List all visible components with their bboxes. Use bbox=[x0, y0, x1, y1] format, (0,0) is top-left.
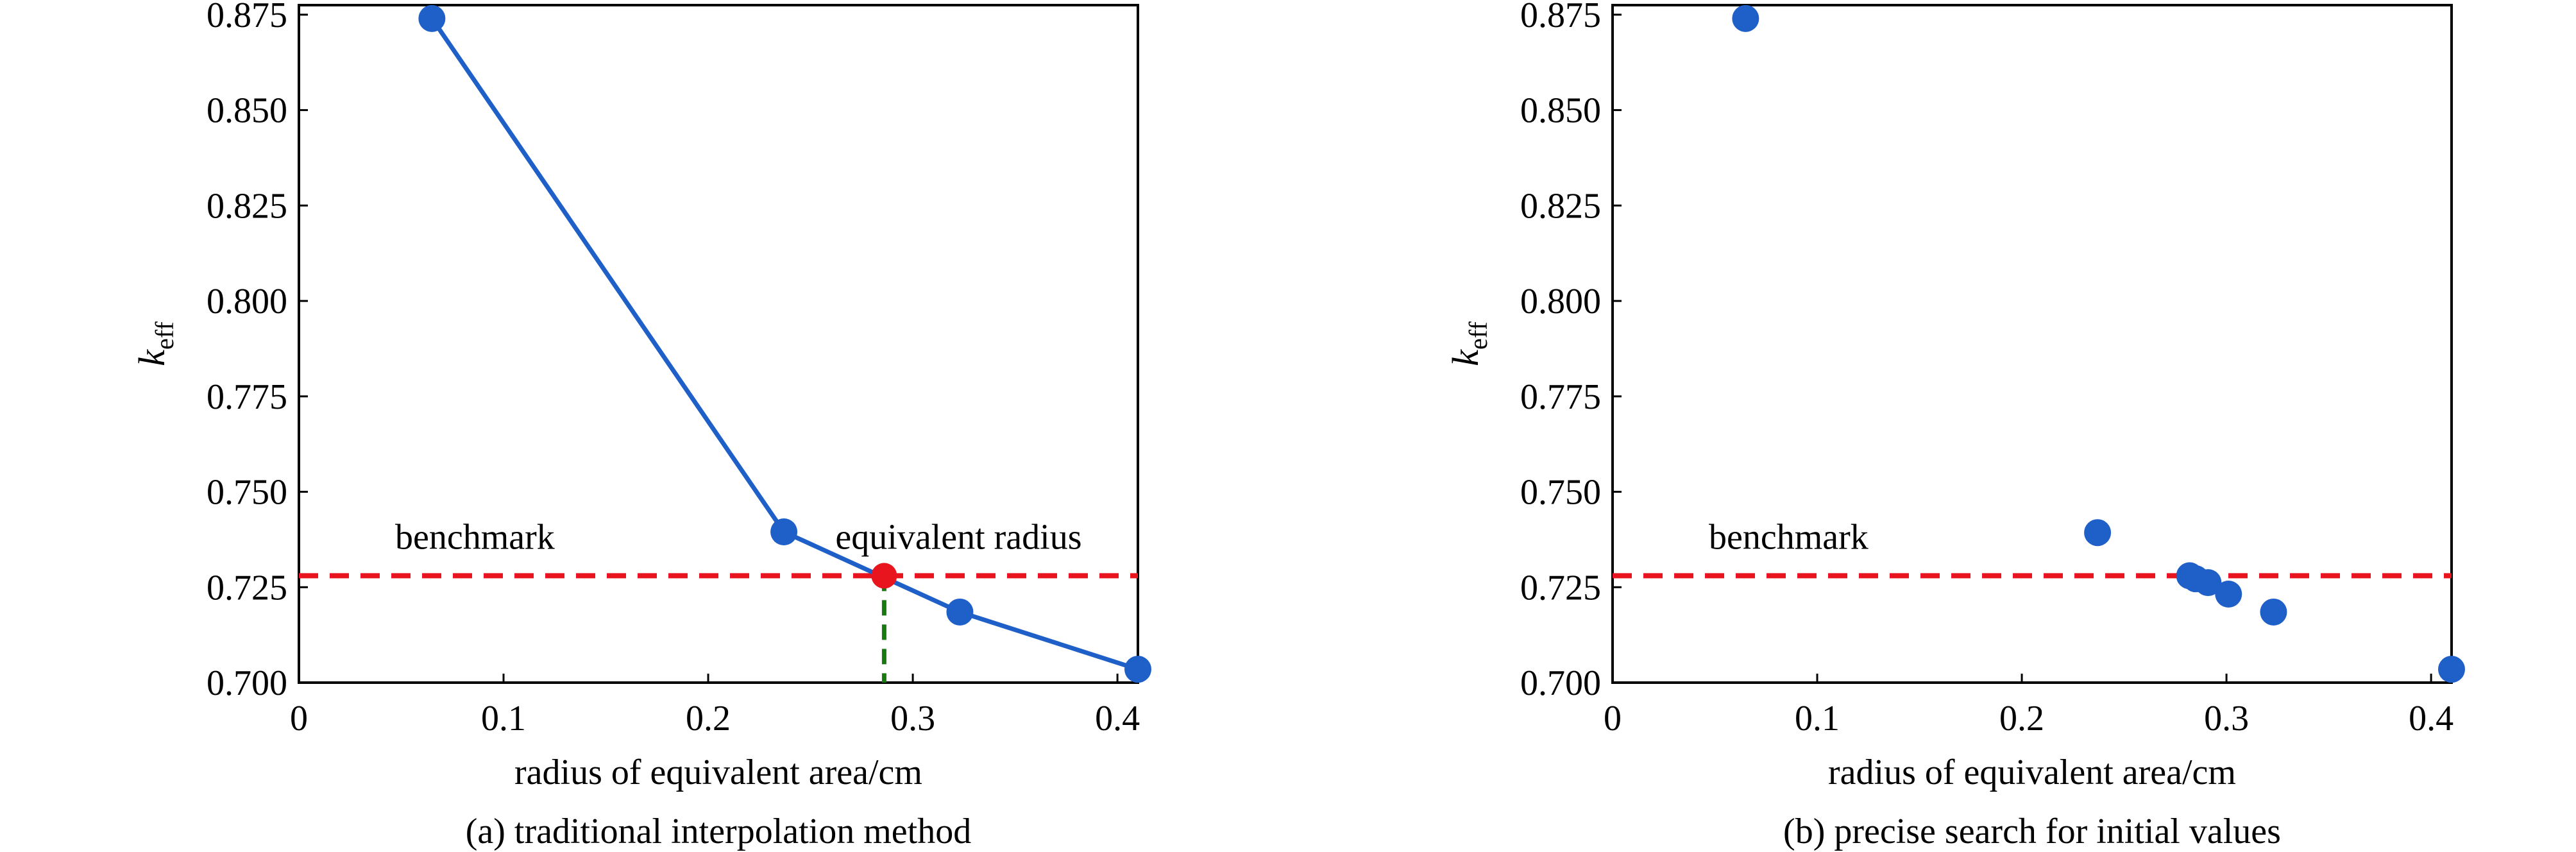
x-tick-label: 0 bbox=[290, 699, 308, 738]
y-tick-label: 0.700 bbox=[1520, 663, 1601, 703]
y-tick-label: 0.825 bbox=[207, 186, 287, 226]
data-point bbox=[1124, 656, 1151, 683]
y-axis-title-main: k bbox=[1445, 349, 1486, 366]
benchmark-label: benchmark bbox=[1709, 517, 1868, 557]
y-axis-title-main: k bbox=[131, 349, 173, 366]
x-tick-label: 0.4 bbox=[2409, 699, 2453, 738]
x-tick-label: 0.3 bbox=[890, 699, 935, 738]
equivalent-radius-point bbox=[871, 563, 897, 589]
y-tick-label: 0.850 bbox=[207, 91, 287, 131]
y-tick-label: 0.750 bbox=[207, 473, 287, 513]
data-point bbox=[1732, 4, 1759, 32]
x-tick-label: 0.1 bbox=[1795, 699, 1840, 738]
y-tick-label: 0.875 bbox=[207, 0, 287, 35]
data-point bbox=[2215, 580, 2242, 608]
x-tick-label: 0.4 bbox=[1095, 699, 1140, 738]
benchmark-label: benchmark bbox=[395, 517, 555, 557]
y-tick-label: 0.700 bbox=[207, 663, 287, 703]
data-point bbox=[2084, 519, 2112, 547]
y-axis-title-sub: eff bbox=[150, 321, 179, 350]
plot-frame bbox=[298, 4, 1139, 684]
series-line bbox=[430, 17, 1139, 672]
data-point bbox=[418, 4, 446, 32]
x-tick-label: 0.1 bbox=[481, 699, 526, 738]
y-axis-title-sub: eff bbox=[1464, 321, 1493, 350]
panel-caption: (b) precise search for initial values bbox=[1783, 812, 2281, 851]
plot-frame bbox=[1611, 4, 2453, 684]
y-axis-title: keff bbox=[1445, 321, 1493, 366]
data-point bbox=[946, 598, 974, 626]
y-tick-label: 0.775 bbox=[1520, 377, 1601, 417]
x-tick-label: 0.3 bbox=[2204, 699, 2249, 738]
y-tick-label: 0.825 bbox=[1520, 186, 1601, 226]
x-tick-label: 0.2 bbox=[686, 699, 731, 738]
y-tick-label: 0.850 bbox=[1520, 91, 1601, 131]
x-axis-title: radius of equivalent area/cm bbox=[514, 753, 922, 792]
chart-panel-b: 0 0.1 0.2 0.3 0.4 0.700 0.725 0.750 0.775 0.800 0.… bbox=[1445, 0, 2465, 851]
y-tick-label: 0.800 bbox=[1520, 282, 1601, 321]
x-tick-label: 0 bbox=[1604, 699, 1622, 738]
x-tick-label: 0.2 bbox=[1999, 699, 2044, 738]
panel-caption: (a) traditional interpolation method bbox=[466, 812, 971, 851]
data-point bbox=[2438, 656, 2465, 683]
x-axis-title: radius of equivalent area/cm bbox=[1828, 753, 2236, 792]
y-axis-title: keff bbox=[131, 321, 179, 366]
y-tick-label: 0.800 bbox=[207, 282, 287, 321]
y-tick-label: 0.775 bbox=[207, 377, 287, 417]
equivalent-radius-label: equivalent radius bbox=[835, 517, 1081, 557]
y-tick-label: 0.725 bbox=[1520, 568, 1601, 608]
data-point bbox=[770, 518, 798, 546]
data-point bbox=[2194, 569, 2222, 597]
y-tick-label: 0.750 bbox=[1520, 473, 1601, 513]
y-tick-label: 0.875 bbox=[1520, 0, 1601, 35]
chart-panel-a: 0 0.1 0.2 0.3 0.4 0.700 0.725 0.750 0.775 0.800 0.… bbox=[131, 0, 1151, 851]
y-tick-label: 0.725 bbox=[207, 568, 287, 608]
data-point bbox=[2260, 598, 2287, 626]
